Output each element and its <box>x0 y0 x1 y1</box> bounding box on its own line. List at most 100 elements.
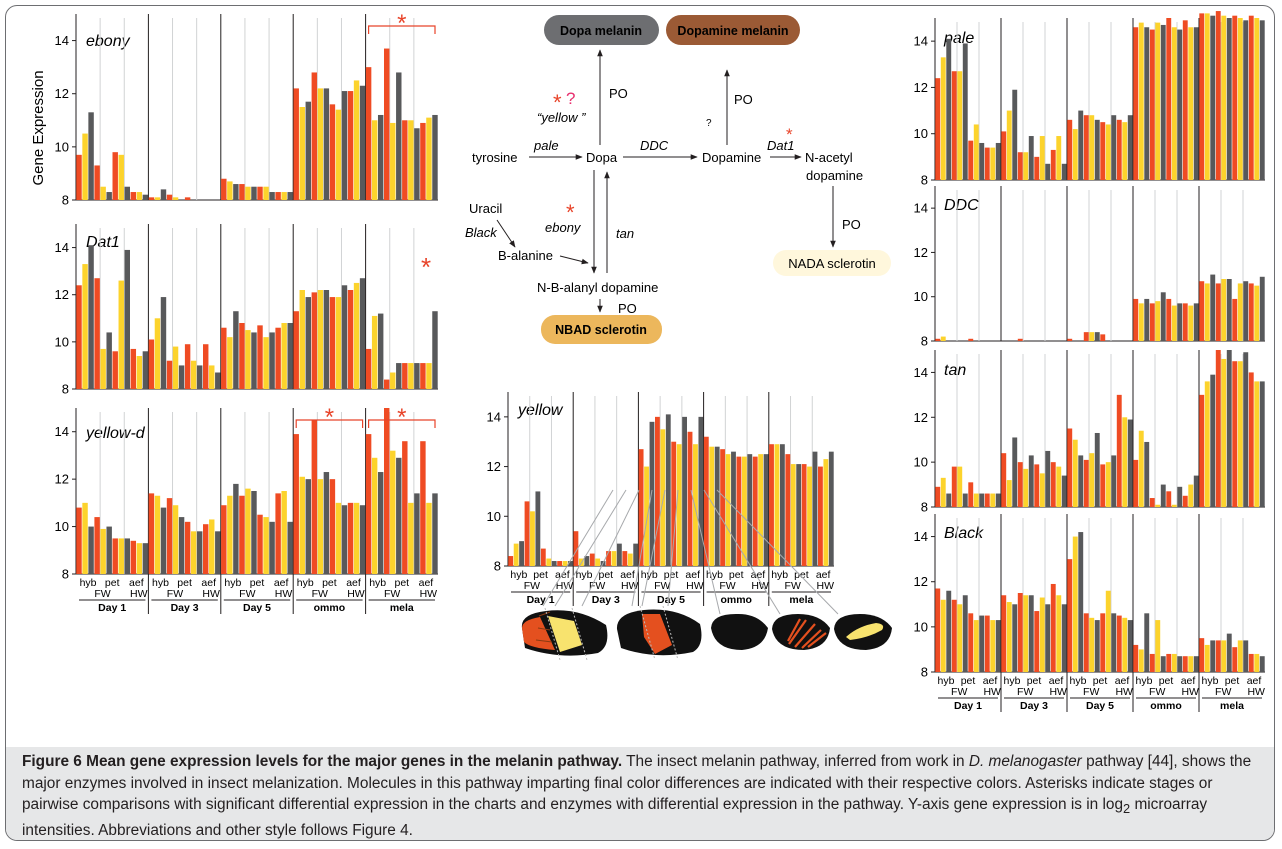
y-tick-label: 10 <box>914 455 928 470</box>
bar <box>203 344 209 389</box>
stage-label: Day 3 <box>1020 700 1048 712</box>
bar <box>1221 15 1227 180</box>
guide-line <box>631 489 653 607</box>
chart-title: yellow <box>517 402 564 419</box>
bar <box>371 457 378 574</box>
bar <box>940 599 946 672</box>
bar <box>1083 115 1089 180</box>
bar <box>790 464 796 566</box>
bar <box>1017 462 1023 507</box>
caption-end: microarray intensities. Abbreviations an… <box>22 796 1208 839</box>
bar <box>1254 381 1260 507</box>
bar <box>1188 484 1194 507</box>
bar <box>233 483 239 574</box>
bar <box>377 472 384 574</box>
bar <box>1133 298 1139 341</box>
x-category-label: aef <box>201 577 216 589</box>
bar <box>221 178 227 200</box>
bar <box>1127 419 1133 507</box>
bar <box>968 338 974 341</box>
bar <box>1188 656 1194 672</box>
bar <box>124 538 130 574</box>
bar <box>341 285 348 389</box>
bar <box>962 595 968 672</box>
y-tick-label: 10 <box>55 519 69 534</box>
bar <box>365 348 372 389</box>
bar <box>245 330 251 389</box>
bar <box>1034 464 1040 507</box>
bar <box>962 493 968 507</box>
bar <box>796 464 802 566</box>
bar <box>693 444 698 566</box>
bar <box>82 502 88 574</box>
y-axis-label: Gene Expression <box>30 70 47 185</box>
bar <box>239 323 245 389</box>
bar <box>665 414 671 566</box>
bar <box>275 192 281 200</box>
x-category-label: hyb <box>510 569 527 581</box>
chart-title: Black <box>944 525 984 542</box>
bar <box>968 140 974 180</box>
enzyme-po-dopa: PO <box>609 86 628 101</box>
bar <box>1182 20 1188 180</box>
x-category-label: pet <box>1027 675 1042 687</box>
bar <box>1017 593 1023 672</box>
bar <box>184 344 191 389</box>
bar <box>1039 136 1045 180</box>
bar <box>1067 119 1073 180</box>
bar <box>160 189 167 200</box>
bar <box>172 197 179 200</box>
bar <box>1171 27 1177 181</box>
x-category-label: pet <box>1093 675 1108 687</box>
bar <box>1078 455 1084 507</box>
bar <box>951 599 957 672</box>
bar <box>221 327 227 389</box>
x-category-label: hyb <box>771 569 788 581</box>
bar <box>1160 292 1166 341</box>
bar <box>1221 358 1227 507</box>
bar <box>990 147 996 180</box>
bar <box>323 472 330 574</box>
bar <box>1182 303 1188 341</box>
bar <box>979 493 985 507</box>
bar <box>649 421 655 566</box>
wing-label: HW <box>275 588 293 600</box>
bar <box>1061 163 1067 180</box>
bar <box>812 451 818 566</box>
bar <box>1193 27 1199 181</box>
bar <box>88 245 94 389</box>
bar <box>957 604 963 672</box>
bar <box>106 332 112 389</box>
bar <box>1199 394 1205 507</box>
bar <box>752 456 758 566</box>
x-category-label: pet <box>1225 675 1240 687</box>
wing-label: HW <box>130 588 148 600</box>
bar <box>1056 136 1062 180</box>
bar <box>311 292 318 389</box>
pet-wing <box>616 605 702 661</box>
bar <box>540 548 546 566</box>
bar <box>281 323 287 389</box>
bar <box>1111 455 1117 507</box>
caption-body: pathway [44], shows the major enzymes in… <box>22 753 1252 813</box>
x-category-label: pet <box>729 569 744 581</box>
bar <box>962 43 968 181</box>
bar <box>245 186 251 200</box>
bar <box>1138 649 1144 672</box>
stage-label: mela <box>1220 700 1244 712</box>
bar <box>957 71 963 180</box>
bar <box>1034 156 1040 180</box>
bar <box>142 194 149 200</box>
bar <box>323 88 330 200</box>
bar <box>1056 466 1062 507</box>
bar <box>160 507 167 574</box>
wing-label: HW <box>1181 686 1199 698</box>
bar <box>546 558 552 566</box>
chart-dat1: Dat1 8 10 12 14 * <box>55 224 438 397</box>
bar <box>828 451 834 566</box>
enzyme-po-nacetyl: PO <box>842 217 861 232</box>
bar <box>130 348 137 389</box>
wing-illustrations <box>521 489 892 661</box>
guide-line <box>641 489 666 607</box>
bar <box>347 502 354 574</box>
